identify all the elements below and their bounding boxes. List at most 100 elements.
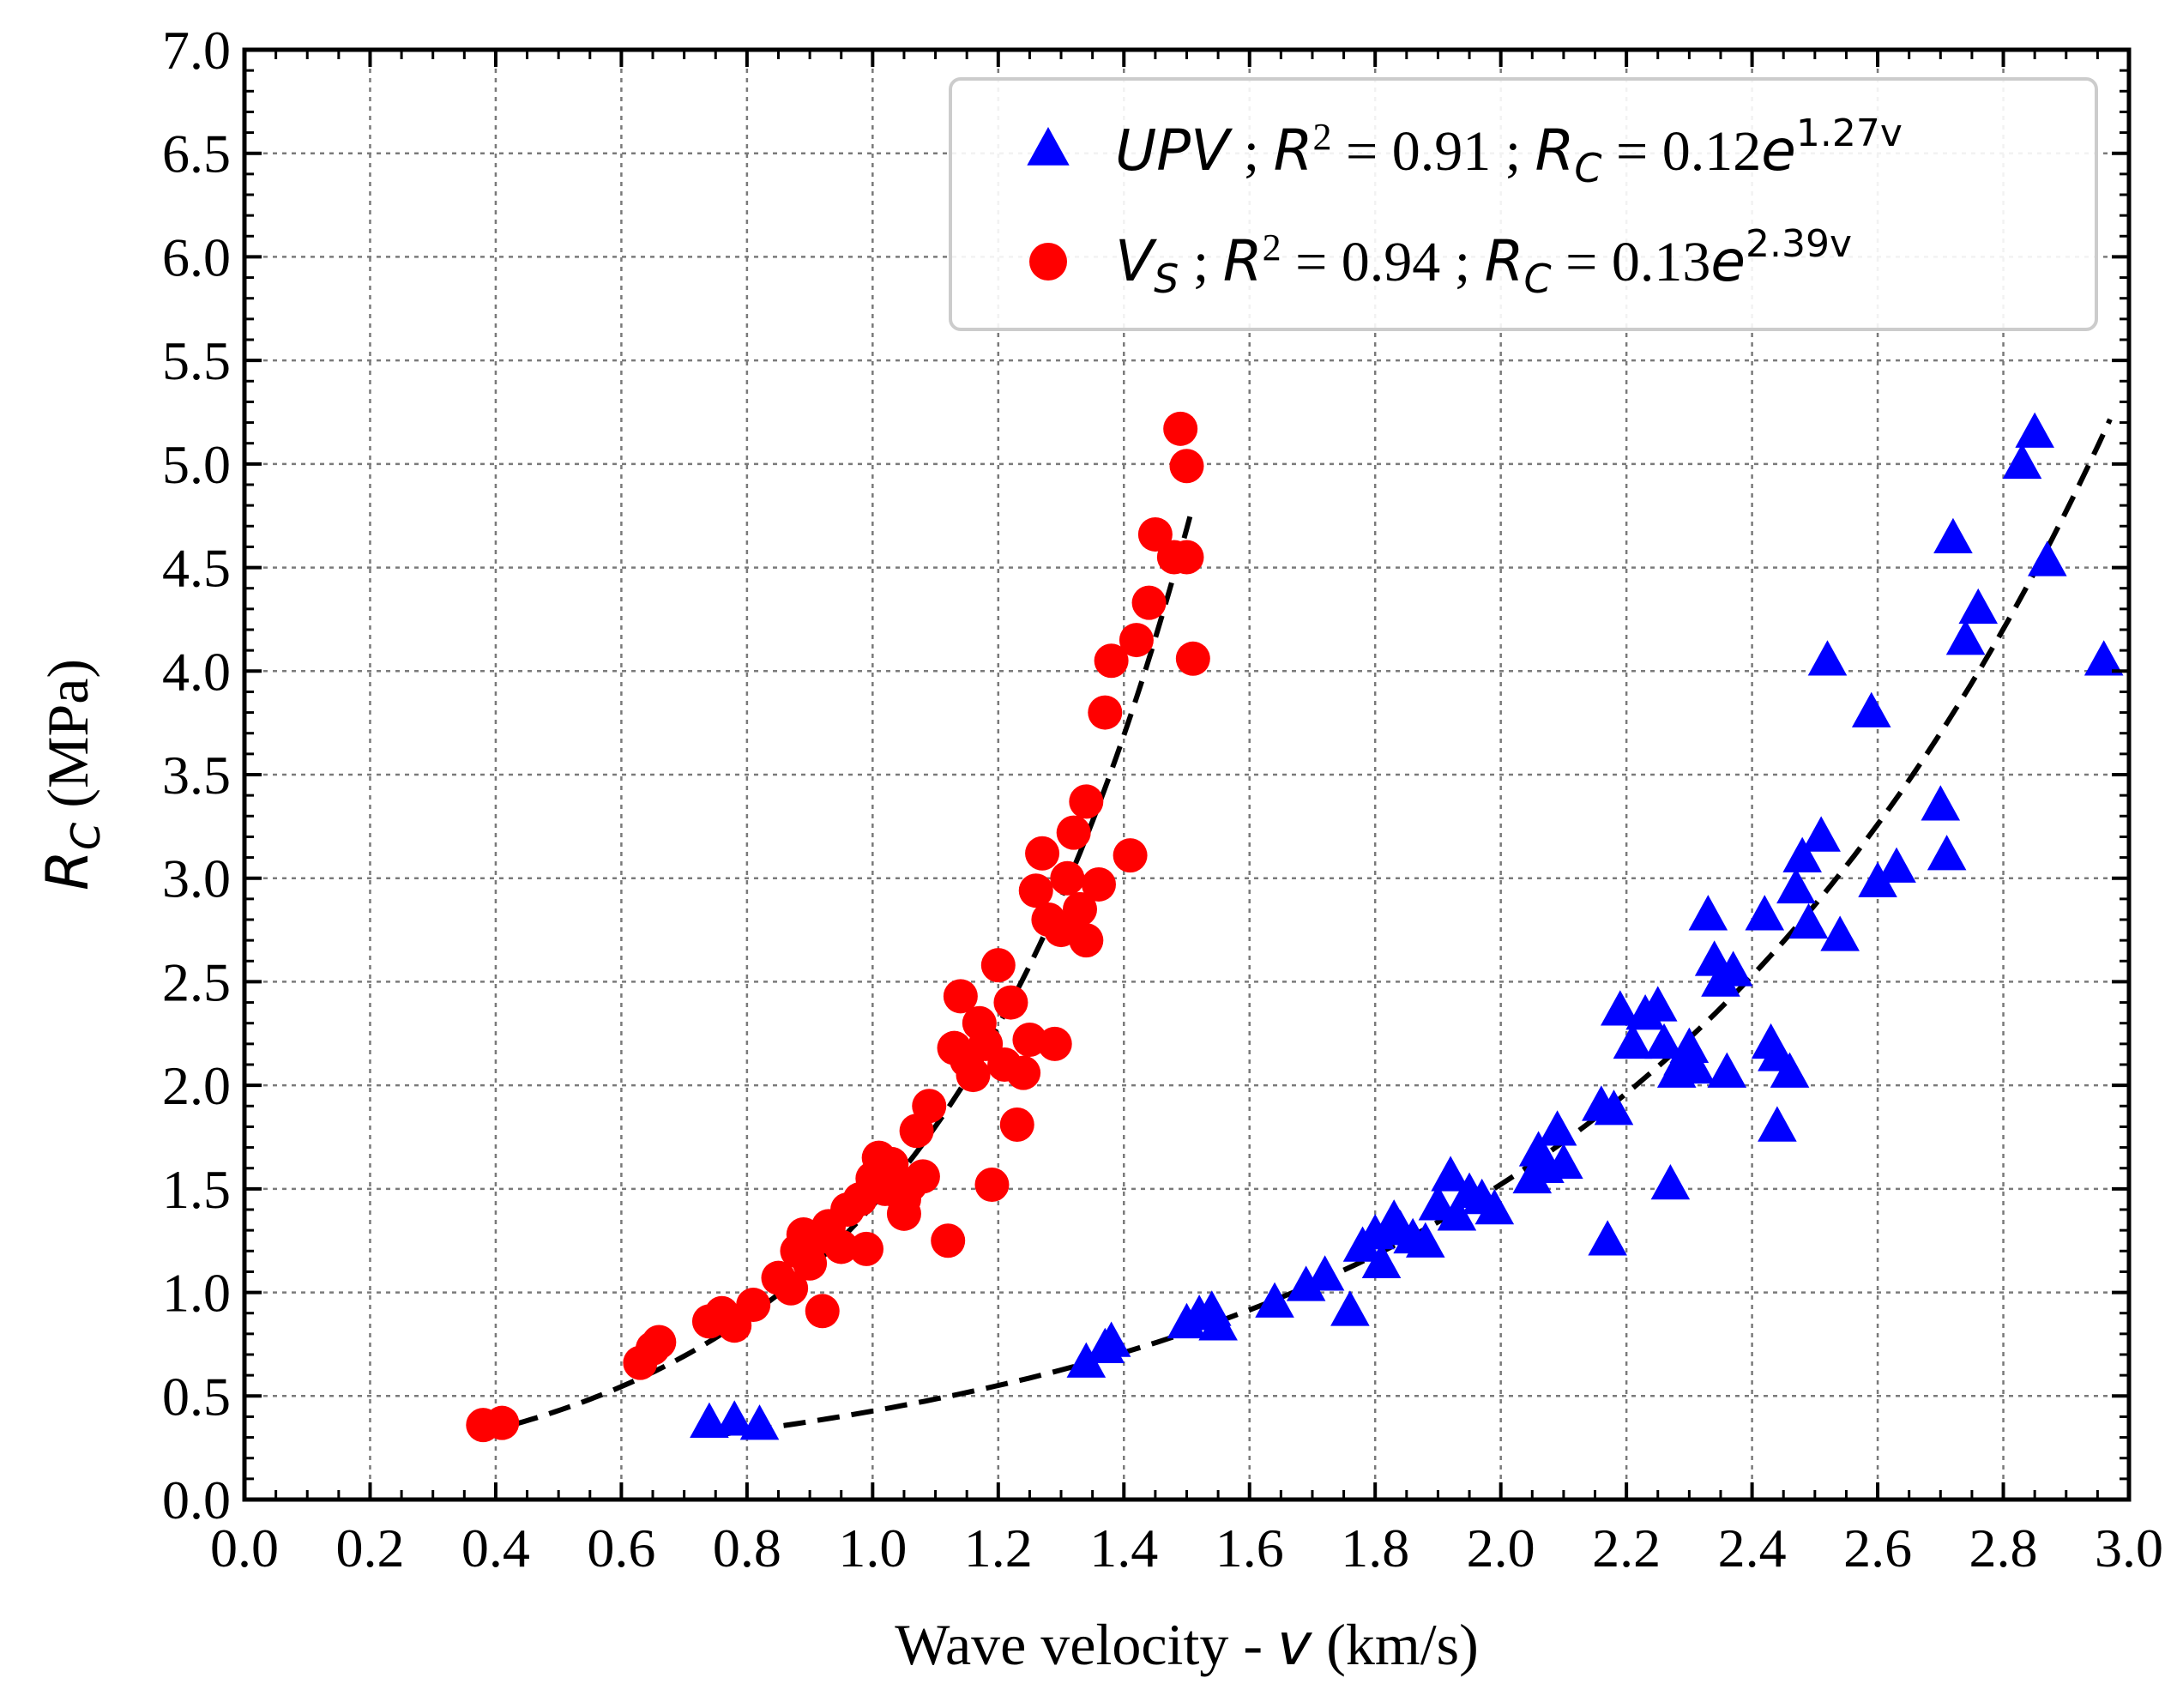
x-tick-label: 1.4: [1089, 1518, 1158, 1578]
vs-data-point: [1169, 449, 1204, 484]
vs-data-point: [993, 985, 1028, 1020]
upv-data-point: [1613, 1023, 1653, 1059]
vs-data-point: [931, 1223, 966, 1258]
vs-data-point: [1131, 585, 1167, 620]
legend-vs-label: VS ; R2 = 0.94 ; RC = 0.13e2.39v: [1115, 222, 1852, 302]
x-tick-label: 0.0: [210, 1518, 279, 1578]
legend-entry-vs: VS ; R2 = 0.94 ; RC = 0.13e2.39v: [1029, 222, 1852, 302]
vs-data-point: [1006, 1055, 1041, 1090]
upv-data-point: [1694, 940, 1734, 976]
vs-data-point: [736, 1288, 771, 1323]
axis-tick-labels: 0.0 0.2 0.4 0.6 0.8 1.0 1.2 1.4 1.6 1.8 2.0 2.2 2.4 2…: [162, 20, 2163, 1578]
upv-data-point: [1418, 1185, 1458, 1221]
axis-ticks: [243, 48, 2131, 1501]
upv-data-point: [2027, 540, 2067, 576]
x-tick-label: 0.4: [461, 1518, 530, 1578]
vs-data-point: [1088, 695, 1123, 730]
upv-data-point: [1877, 847, 1916, 883]
upv-data-point: [1776, 867, 1816, 904]
vs-data-point: [1056, 815, 1091, 850]
vs-data-point: [485, 1405, 520, 1440]
upv-data-point: [1644, 1023, 1684, 1059]
x-tick-label: 2.4: [1718, 1518, 1787, 1578]
upv-data-point: [2083, 640, 2124, 676]
vs-data-point: [1119, 623, 1154, 658]
upv-data-point: [1066, 1342, 1107, 1378]
legend-box: [949, 77, 2098, 331]
upv-data-point: [1801, 816, 1841, 852]
upv-data-point: [1945, 619, 1986, 655]
upv-fit-curve: [715, 418, 2113, 1438]
vs-data-point: [849, 1231, 884, 1266]
x-tick-label: 1.2: [964, 1518, 1033, 1578]
upv-data-point: [1405, 1222, 1445, 1258]
y-tick-label: 4.5: [162, 538, 231, 599]
y-tick-label: 3.0: [162, 848, 231, 909]
x-axis-title: Wave velocity - v (km/s): [895, 1611, 1479, 1679]
upv-data-point: [1361, 1242, 1402, 1279]
upv-data-point: [1601, 990, 1640, 1026]
vs-data-point: [1069, 784, 1104, 819]
upv-data-point: [1588, 1220, 1627, 1256]
upv-data-point: [1537, 1110, 1577, 1146]
y-tick-label: 4.0: [162, 641, 231, 702]
y-tick-label: 1.5: [162, 1159, 231, 1220]
vs-data-point: [912, 1089, 947, 1124]
upv-data-point: [715, 1400, 755, 1436]
upv-data-point: [1431, 1156, 1470, 1192]
vs-data-point: [905, 1159, 940, 1194]
x-tick-label: 2.2: [1592, 1518, 1661, 1578]
vs-data-point: [1081, 866, 1116, 902]
upv-data-point: [1788, 902, 1829, 939]
upv-data-point: [1544, 1143, 1583, 1180]
x-tick-label: 1.8: [1341, 1518, 1409, 1578]
upv-data-point: [1807, 640, 1848, 676]
upv-data-point: [1921, 785, 1961, 821]
vs-data-point: [1137, 516, 1173, 552]
upv-data-point: [1330, 1290, 1370, 1326]
y-tick-label: 2.0: [162, 1055, 231, 1116]
legend: UPV ; R2 = 0.91 ; RC = 0.12e1.27v VS ; R…: [949, 77, 2098, 331]
vs-data-point: [1018, 873, 1053, 908]
upv-data-point: [1594, 1089, 1634, 1126]
upv-data-point: [1820, 915, 1860, 951]
vs-data-point: [823, 1229, 859, 1264]
vs-data-point: [999, 1107, 1034, 1143]
upv-data-point: [739, 1404, 780, 1440]
vs-data-point: [1163, 411, 1198, 446]
upv-data-point: [1770, 1052, 1810, 1088]
vs-data-point: [1094, 643, 1129, 679]
x-tick-label: 2.8: [1969, 1518, 2038, 1578]
vs-data-point: [1113, 838, 1148, 873]
upv-data-point: [1437, 1195, 1477, 1231]
upv-data-point: [1707, 1052, 1747, 1088]
upv-data-point: [1198, 1305, 1238, 1341]
upv-data-point: [1688, 895, 1728, 931]
upv-data-point: [1091, 1321, 1131, 1357]
x-tick-label: 0.6: [587, 1518, 655, 1578]
y-tick-label: 7.0: [162, 20, 231, 81]
y-tick-label: 6.0: [162, 226, 231, 287]
x-tick-label: 2.6: [1843, 1518, 1912, 1578]
x-tick-label: 3.0: [2095, 1518, 2163, 1578]
vs-data-point: [1037, 1026, 1072, 1061]
data-points: [466, 411, 2124, 1443]
upv-data-point: [1958, 588, 1999, 625]
x-tick-label: 0.2: [335, 1518, 404, 1578]
y-tick-label: 2.5: [162, 951, 231, 1012]
x-tick-label: 1.6: [1215, 1518, 1284, 1578]
y-tick-label: 3.5: [162, 745, 231, 806]
upv-data-point: [1713, 951, 1753, 987]
vs-data-point: [1063, 891, 1098, 926]
legend-entry-upv: UPV ; R2 = 0.91 ; RC = 0.12e1.27v: [1027, 112, 1903, 191]
upv-data-point: [1745, 895, 1785, 931]
vs-data-point: [956, 1058, 991, 1093]
upv-data-point: [1933, 517, 1973, 554]
upv-data-point: [1305, 1255, 1345, 1291]
y-tick-label: 0.5: [162, 1366, 231, 1427]
vs-data-point: [980, 948, 1016, 983]
vs-data-point: [1069, 923, 1104, 958]
vs-data-point: [974, 1168, 1010, 1203]
